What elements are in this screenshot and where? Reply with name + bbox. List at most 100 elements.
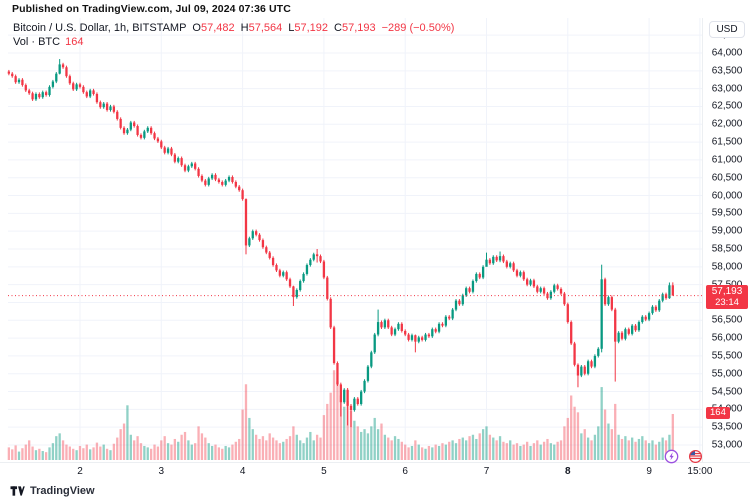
candle — [302, 272, 305, 283]
candle — [404, 329, 407, 337]
volume-bar — [583, 429, 586, 460]
tradingview-logo-link[interactable]: TradingView — [10, 482, 95, 500]
price-tick-label: 55,500 — [711, 350, 743, 362]
candle — [173, 152, 176, 164]
volume-bar — [326, 403, 329, 460]
volume-bar — [542, 441, 546, 460]
candle — [529, 278, 532, 287]
candle — [600, 264, 603, 353]
candle — [556, 283, 559, 291]
volume-bar — [61, 440, 65, 460]
volume-bar — [509, 440, 512, 460]
volume-bar — [526, 441, 529, 460]
candle — [217, 177, 221, 184]
candle — [61, 62, 65, 69]
volume-bar — [420, 447, 424, 460]
volume-bar — [458, 438, 461, 460]
volume-bar — [72, 448, 75, 460]
candle — [126, 128, 129, 135]
candle — [437, 322, 441, 334]
candle — [227, 175, 231, 183]
price-tick-label: 61,000 — [711, 154, 743, 166]
volume-bar — [407, 447, 410, 460]
candle — [481, 265, 485, 280]
volume-bar — [224, 445, 227, 460]
candle — [475, 272, 478, 283]
volume-bar — [89, 449, 92, 460]
volume-bar — [295, 434, 298, 460]
volume-bar — [353, 420, 356, 460]
volume-bar — [116, 437, 119, 460]
volume-bar — [285, 438, 288, 460]
volume-bar — [78, 445, 82, 460]
volume-bar — [210, 445, 214, 460]
candle — [576, 363, 580, 388]
candle — [356, 397, 359, 406]
volume-bar — [495, 440, 498, 460]
price-tick-label: 55,000 — [711, 368, 743, 380]
price-tick-label: 57,500 — [703, 279, 750, 290]
candle — [285, 270, 288, 281]
volume-bar — [238, 438, 241, 460]
candle — [92, 88, 95, 96]
volume-bar — [468, 436, 471, 460]
volume-bar — [424, 448, 427, 460]
price-tick-label: 58,000 — [711, 261, 743, 273]
volume-bar — [292, 426, 295, 460]
candle — [99, 100, 102, 109]
volume-bar — [231, 444, 234, 460]
volume-bar — [200, 433, 204, 460]
volume-bar — [376, 429, 380, 460]
candles-layer — [7, 59, 674, 428]
candle — [492, 255, 495, 265]
open-value: 57,482 — [200, 22, 235, 34]
low-label: L — [288, 22, 295, 34]
volume-bar — [265, 440, 268, 460]
candle — [505, 259, 508, 269]
volume-bar — [146, 447, 149, 460]
volume-bar — [156, 446, 160, 460]
candle — [177, 156, 180, 164]
price-tick-label: 60,500 — [711, 172, 743, 184]
symbol-title: Bitcoin / U.S. Dollar, 1h, BITSTAMP — [13, 22, 187, 34]
volume-bar — [451, 440, 454, 460]
candle — [149, 126, 153, 135]
candle — [105, 102, 109, 112]
candle — [329, 297, 332, 330]
volume-bar — [82, 448, 85, 460]
candle — [224, 178, 227, 187]
volume-bar — [570, 395, 573, 460]
price-tick-label: 60,000 — [711, 190, 743, 202]
volume-bar — [644, 440, 647, 460]
candle — [637, 320, 641, 332]
candle — [38, 92, 41, 99]
candle — [471, 279, 475, 294]
volume-bar — [654, 444, 658, 460]
volume-bar — [600, 387, 603, 460]
time-tick-label: 3 — [158, 466, 165, 477]
candle — [41, 90, 44, 99]
candle — [166, 146, 170, 155]
volume-value: 164 — [65, 36, 84, 48]
volume-bar — [617, 434, 620, 460]
volume-bar — [360, 431, 363, 460]
volume-bar — [258, 438, 261, 460]
candle — [390, 325, 393, 337]
candle — [319, 254, 322, 264]
volume-bar — [234, 441, 237, 460]
volume-bar — [559, 440, 563, 460]
volume-bar — [380, 423, 383, 460]
volume-bar — [173, 438, 176, 460]
volume-bar — [217, 447, 221, 460]
candle — [116, 110, 119, 121]
price-tick-label: 63,000 — [711, 83, 743, 95]
candle — [112, 104, 116, 114]
price-axis[interactable]: USD 57,193 23:14 164 53,00053,50054,0005… — [702, 18, 750, 480]
time-axis[interactable]: 2 3 4 5 6 7 8 9 15:00 — [0, 462, 750, 481]
volume-bar — [383, 434, 387, 460]
candle — [261, 238, 265, 249]
candle — [634, 324, 637, 332]
candle — [194, 161, 197, 171]
candle — [255, 229, 258, 237]
